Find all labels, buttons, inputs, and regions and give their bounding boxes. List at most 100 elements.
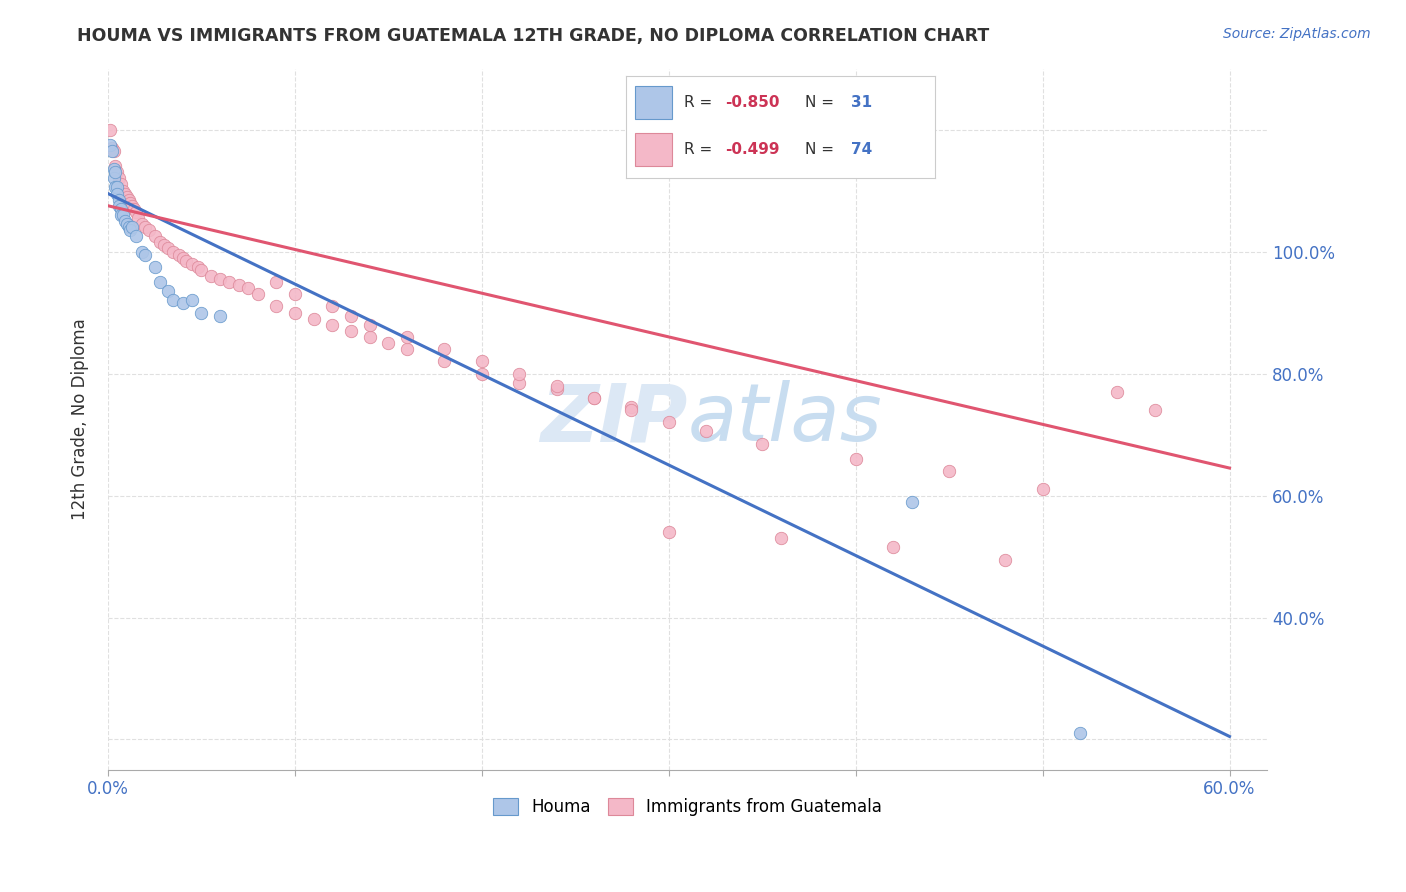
Point [620,403,643,417]
Point [103,162,125,177]
Point [108,199,131,213]
Point [994,552,1017,566]
Point [246,287,269,301]
Point [172,251,194,265]
Text: -0.499: -0.499 [724,142,779,157]
Point [1069,726,1091,740]
Text: R =: R = [685,142,717,157]
Point [103,171,125,186]
Point [149,275,172,289]
Point [104,165,127,179]
Point [134,247,156,261]
Point [620,400,643,414]
Point [138,223,160,237]
Point [98,137,121,152]
Point [156,242,179,256]
Point [115,189,138,203]
Point [110,178,132,192]
Point [125,229,148,244]
Text: Source: ZipAtlas.com: Source: ZipAtlas.com [1223,27,1371,41]
Point [105,180,128,194]
Point [149,235,172,250]
Point [98,122,121,136]
Point [264,275,287,289]
Point [105,186,128,201]
Point [120,195,142,210]
Point [433,342,456,356]
Point [117,220,139,235]
Point [508,367,530,381]
Point [284,305,307,319]
Point [121,220,143,235]
Point [104,159,127,173]
Bar [636,87,672,119]
Point [125,205,148,219]
Text: atlas: atlas [688,380,882,458]
Point [396,330,419,344]
Point [115,217,138,231]
Point [108,193,131,207]
Text: 31: 31 [852,95,873,110]
Point [340,324,363,338]
Point [238,281,260,295]
Point [284,287,307,301]
Point [122,202,145,216]
Point [582,391,605,405]
Point [153,238,176,252]
Text: N =: N = [806,142,839,157]
Point [433,354,456,368]
Point [396,342,419,356]
Point [769,531,792,545]
Text: HOUMA VS IMMIGRANTS FROM GUATEMALA 12TH GRADE, NO DIPLOMA CORRELATION CHART: HOUMA VS IMMIGRANTS FROM GUATEMALA 12TH … [77,27,990,45]
Point [143,229,166,244]
Point [162,293,184,308]
Point [172,296,194,310]
Point [228,278,250,293]
Point [218,275,240,289]
Point [121,199,143,213]
Point [845,451,868,466]
Point [156,284,179,298]
Point [582,391,605,405]
Text: -0.850: -0.850 [724,95,779,110]
Point [181,293,204,308]
Point [131,217,153,231]
Point [111,208,134,222]
Point [508,376,530,390]
Point [1032,483,1054,497]
Point [127,211,149,225]
Point [162,244,184,259]
Point [658,415,681,429]
Point [209,309,232,323]
Point [471,367,494,381]
Point [751,436,773,450]
Point [111,184,134,198]
Point [546,382,568,396]
Point [190,262,212,277]
Point [546,378,568,392]
Point [882,541,904,555]
Point [131,244,153,259]
Point [377,336,399,351]
Point [359,318,381,332]
Point [167,247,190,261]
Point [117,193,139,207]
Point [190,305,212,319]
Point [176,253,198,268]
Point [134,220,156,235]
Point [114,214,136,228]
Point [938,464,960,478]
Y-axis label: 12th Grade, No Diploma: 12th Grade, No Diploma [72,318,89,520]
Point [209,272,232,286]
Text: N =: N = [806,95,839,110]
Point [200,268,222,283]
Point [110,202,132,216]
Point [264,300,287,314]
Point [120,223,142,237]
Point [658,525,681,540]
Bar [636,133,672,166]
Point [143,260,166,274]
Legend: Houma, Immigrants from Guatemala: Houma, Immigrants from Guatemala [485,790,890,825]
Point [359,330,381,344]
Point [321,318,343,332]
